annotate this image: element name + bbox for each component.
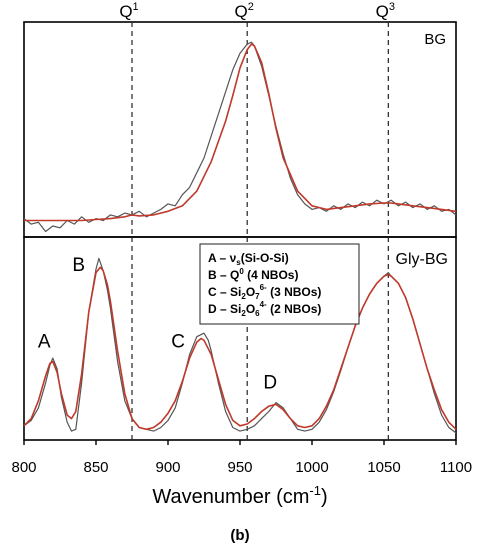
x-axis: 800 850 900 950 1000 1050 1100 Wavenumber (cm-1… <box>11 440 472 508</box>
gly-bg-panel-label: Gly-BG <box>396 251 448 268</box>
figure-caption: (b) <box>230 527 249 544</box>
legend-line-4: D – Si2O64- (2 NBOs) <box>208 300 321 318</box>
bg-panel: Q1 Q2 Q3 BG <box>23 1 457 238</box>
x-tick-label-1100: 1100 <box>440 459 472 476</box>
gly-bg-fitted-spectrum <box>23 266 457 431</box>
gly-bg-panel: Gly-BG A B C D <box>23 236 457 441</box>
peak-label-b: B <box>72 255 85 276</box>
legend-line-3: C – Si2O76- (3 NBOs) <box>208 283 321 301</box>
assignment-legend: A – νs(Si-O-Si)B – Q0 (4 NBOs)C – Si2O76… <box>199 243 360 325</box>
peak-label-d: D <box>263 372 277 393</box>
legend-line-2: B – Q0 (4 NBOs) <box>208 267 298 282</box>
x-tick-label-800: 800 <box>11 459 36 476</box>
q-label-1: Q1 <box>119 1 138 21</box>
bg-fitted-spectrum <box>24 43 457 222</box>
x-tick-label-1050: 1050 <box>367 459 400 476</box>
q-label-2: Q2 <box>235 1 254 21</box>
legend-box <box>199 243 360 325</box>
x-axis-label: Wavenumber (cm-1) <box>152 483 327 508</box>
peak-label-c: C <box>171 331 185 352</box>
x-tick-label-900: 900 <box>155 459 180 476</box>
q-label-3: Q3 <box>376 1 395 21</box>
x-tick-label-950: 950 <box>227 459 252 476</box>
peak-label-a: A <box>38 331 51 352</box>
legend-line-1: A – νs(Si-O-Si) <box>208 251 289 267</box>
x-tick-label-850: 850 <box>83 459 108 476</box>
bg-panel-label: BG <box>424 31 446 48</box>
x-tick-label-1000: 1000 <box>295 459 328 476</box>
